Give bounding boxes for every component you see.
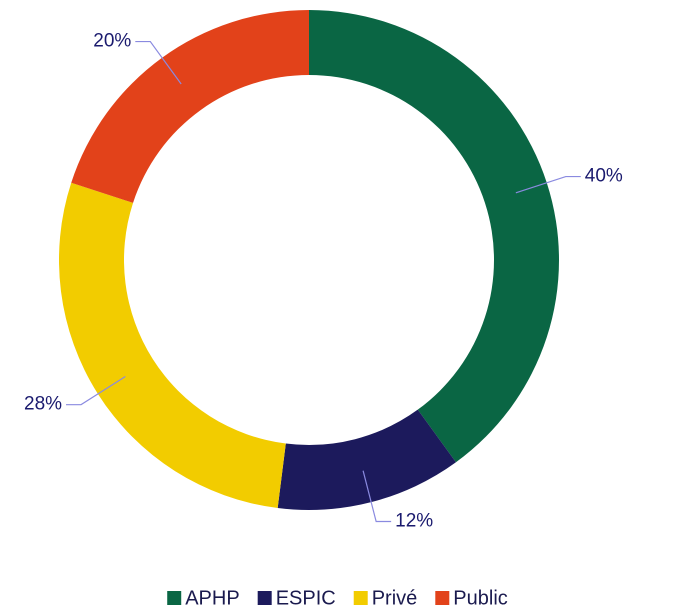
data-label: 20% [93,31,131,52]
leader-line [362,470,392,523]
legend-swatch [435,591,450,605]
donut-slice [59,182,286,509]
data-label: 12% [395,511,433,532]
legend-swatch [353,591,368,605]
leader-line [66,376,126,406]
legend-swatch [167,591,182,605]
legend-label: Privé [372,587,418,608]
leader-line [135,40,182,85]
donut-slice [309,10,560,463]
legend-label: Public [453,587,507,608]
donut-slice [277,409,456,510]
data-label: 28% [24,394,62,415]
legend-label: APHP [185,587,239,608]
legend-swatch [257,591,272,605]
leader-line [515,175,581,194]
donut-slice [71,10,309,203]
data-label: 40% [585,166,623,187]
legend-label: ESPIC [276,587,336,608]
